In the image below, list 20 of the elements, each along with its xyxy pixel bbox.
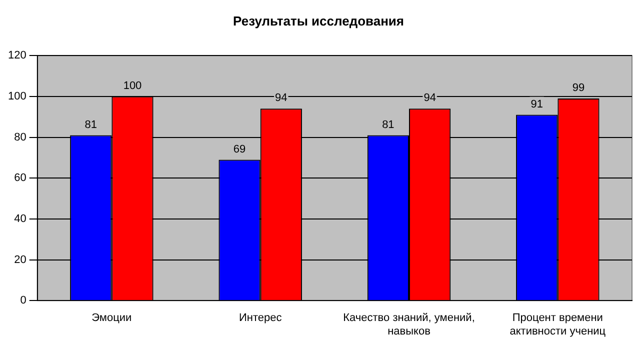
data-label: 99 <box>572 82 585 94</box>
x-tick-label: Процент времени активности учениц <box>510 312 606 338</box>
y-tick-label: 100 <box>8 90 26 102</box>
x-tick-label: Эмоции <box>92 312 132 324</box>
data-label: 69 <box>233 143 246 156</box>
data-label: 81 <box>84 118 97 131</box>
y-tick-label: 120 <box>8 50 26 62</box>
y-tick-label: 60 <box>14 172 26 184</box>
chart-title: Результаты исследования <box>233 13 404 28</box>
y-tick-label: 20 <box>14 254 26 266</box>
data-label: 81 <box>382 118 394 131</box>
data-label: 94 <box>275 92 288 104</box>
y-tick-label: 0 <box>20 294 26 307</box>
x-tick-label: Интерес <box>238 312 282 324</box>
data-label: 91 <box>530 98 543 110</box>
data-label: 94 <box>424 92 436 104</box>
x-tick-label: Качество знаний, умений, навыков <box>343 312 475 338</box>
data-label: 100 <box>123 80 142 92</box>
y-tick-label: 40 <box>14 212 26 225</box>
y-tick-label: 80 <box>14 131 26 144</box>
